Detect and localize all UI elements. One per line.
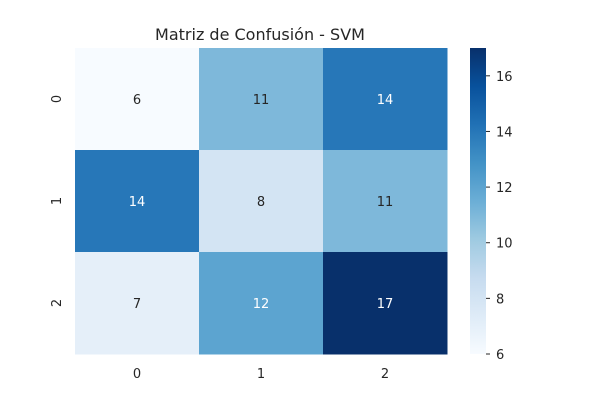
cell-value-label: 11 <box>253 93 270 108</box>
colorbar-tick-label: 14 <box>496 125 513 140</box>
cell-value-label: 17 <box>377 297 394 312</box>
cell-value-label: 6 <box>133 93 141 108</box>
cell-value-label: 14 <box>377 93 394 108</box>
x-axis-ticks: 0 1 2 <box>133 367 389 382</box>
colorbar-tick-label: 16 <box>496 70 513 85</box>
y-tick-label: 0 <box>50 95 65 103</box>
cell-value-label: 12 <box>253 297 270 312</box>
x-tick-label: 0 <box>133 367 141 382</box>
heatmap-cell-r1-c1 <box>199 150 324 253</box>
x-tick-label: 2 <box>381 367 389 382</box>
heatmap-cell-r0-c1 <box>199 48 324 151</box>
heatmap-cell-r2-c1 <box>199 252 324 355</box>
cell-value-label: 8 <box>257 195 265 210</box>
colorbar: 6 8 10 12 14 16 <box>470 48 513 363</box>
cell-value-label: 14 <box>129 195 146 210</box>
cell-value-label: 7 <box>133 297 141 312</box>
heatmap-cell-r1-c2 <box>323 150 448 253</box>
y-tick-label: 2 <box>50 299 65 307</box>
heatmap-cells: 6 11 14 14 8 11 7 12 17 <box>75 48 448 355</box>
colorbar-tick-label: 6 <box>496 348 504 363</box>
cell-value-label: 11 <box>377 195 394 210</box>
colorbar-tick-label: 10 <box>496 237 513 252</box>
colorbar-tick-label: 12 <box>496 181 513 196</box>
colorbar-gradient <box>470 48 486 354</box>
x-tick-label: 1 <box>257 367 265 382</box>
heatmap-cell-r2-c2 <box>323 252 448 355</box>
y-tick-label: 1 <box>50 197 65 205</box>
heatmap-cell-r0-c2 <box>323 48 448 151</box>
heatmap-cell-r2-c0 <box>75 252 200 355</box>
heatmap-cell-r0-c0 <box>75 48 200 151</box>
y-axis-ticks: 0 1 2 <box>50 95 65 307</box>
colorbar-tick-label: 8 <box>496 292 504 307</box>
heatmap-cell-r1-c0 <box>75 150 200 253</box>
chart-title: Matriz de Confusión - SVM <box>155 25 365 44</box>
